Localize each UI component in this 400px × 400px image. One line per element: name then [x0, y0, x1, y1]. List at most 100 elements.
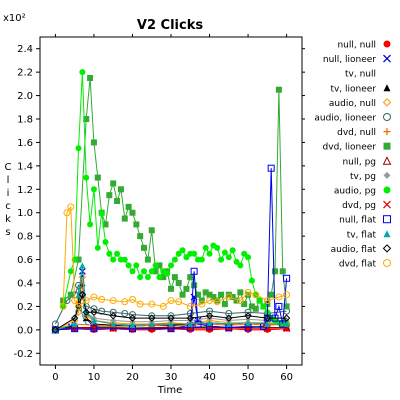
data-point: [110, 321, 117, 327]
legend-marker: [383, 84, 391, 92]
chart-title: V2 Clicks: [137, 18, 203, 33]
data-point: [168, 262, 174, 269]
data-point: [175, 250, 182, 257]
data-point: [94, 244, 101, 251]
y-tick-label: 1.4: [17, 161, 33, 172]
data-point: [78, 273, 87, 281]
data-point: [241, 301, 248, 308]
data-point: [241, 250, 248, 257]
data-point: [202, 289, 209, 296]
data-point: [82, 297, 90, 305]
data-point: [148, 321, 155, 327]
data-point: [206, 291, 213, 298]
data-point: [110, 180, 117, 187]
data-point: [168, 285, 174, 292]
y-tick-label: -0.2: [13, 349, 33, 360]
data-point: [106, 250, 113, 257]
data-point: [110, 256, 117, 263]
x-tick-label: 30: [165, 372, 178, 383]
data-point: [160, 274, 167, 281]
data-point: [260, 303, 267, 310]
legend-label: null, null: [337, 41, 376, 51]
data-point: [137, 233, 144, 240]
data-point: [225, 293, 233, 301]
data-point: [175, 298, 183, 306]
data-point: [225, 254, 232, 261]
data-point: [272, 268, 279, 275]
data-point: [237, 289, 244, 296]
data-point: [148, 300, 156, 308]
data-point: [214, 244, 221, 251]
legend-label: audio, null: [329, 99, 376, 109]
data-point: [71, 297, 79, 305]
data-point: [59, 302, 67, 310]
data-point: [90, 325, 98, 333]
data-point: [194, 291, 201, 298]
data-point: [252, 291, 260, 299]
legend-label: null, flat: [339, 216, 376, 226]
data-point: [186, 302, 194, 310]
data-point: [121, 215, 128, 222]
data-point: [268, 291, 275, 298]
data-point: [71, 321, 78, 327]
data-point: [213, 298, 221, 306]
data-point: [79, 262, 86, 269]
legend-label: dvd, null: [337, 128, 376, 138]
legend-marker: [383, 142, 391, 150]
data-point: [205, 312, 214, 320]
data-point: [75, 291, 82, 298]
data-point: [221, 249, 228, 256]
data-point: [229, 294, 236, 301]
series-audio-pg: [60, 69, 290, 327]
series-line: [55, 292, 287, 331]
data-point: [245, 291, 252, 298]
data-point: [90, 308, 98, 316]
data-point: [167, 297, 175, 305]
series-line: [55, 325, 287, 331]
series-dvd-flat: [59, 203, 291, 310]
data-point: [148, 268, 155, 275]
data-point: [244, 312, 252, 320]
data-point: [187, 274, 194, 281]
legend-marker: [383, 54, 391, 63]
legend-marker: [383, 128, 391, 136]
data-point: [233, 258, 240, 265]
legend-marker: [383, 186, 391, 194]
legend-label: dvd, lioneer: [323, 143, 377, 153]
data-point: [79, 69, 86, 76]
x-tick-label: 60: [280, 372, 293, 383]
legend-marker: [382, 156, 392, 165]
data-point: [75, 281, 83, 289]
data-point: [133, 221, 140, 228]
data-point: [87, 221, 94, 228]
data-point: [109, 308, 117, 316]
data-point: [144, 274, 151, 281]
data-point: [125, 203, 132, 210]
data-point: [283, 274, 291, 282]
series-line: [55, 265, 287, 331]
data-point: [186, 314, 194, 322]
data-point: [221, 301, 228, 308]
data-point: [156, 274, 163, 281]
data-point: [210, 294, 217, 301]
data-point: [114, 250, 121, 257]
data-point: [51, 326, 60, 334]
legend-label: null, pg: [342, 157, 376, 167]
y-tick-label: 0.6: [17, 255, 33, 266]
data-point: [152, 262, 159, 269]
data-point: [198, 297, 205, 304]
data-point: [244, 308, 252, 316]
data-point: [110, 317, 117, 324]
data-point: [133, 262, 140, 269]
legend-marker: [382, 98, 392, 107]
data-point: [90, 293, 98, 301]
data-point: [198, 300, 206, 308]
data-point: [125, 262, 132, 269]
data-point: [75, 256, 82, 263]
data-point: [244, 288, 252, 296]
data-point: [206, 307, 214, 315]
data-point: [121, 309, 129, 317]
data-point: [214, 297, 221, 304]
data-point: [152, 268, 159, 275]
